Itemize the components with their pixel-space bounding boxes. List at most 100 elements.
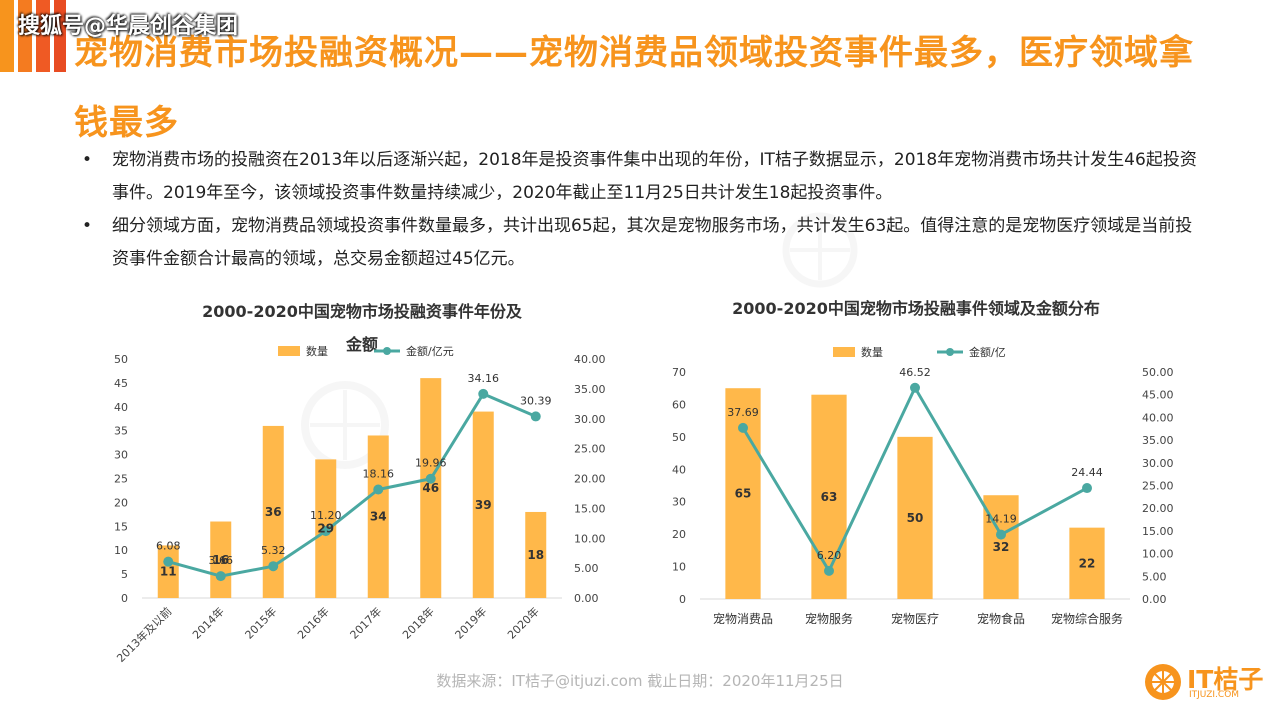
line-point	[824, 565, 834, 576]
line-point	[215, 571, 226, 582]
y-left-tick-label: 40	[114, 401, 128, 414]
accent-bar	[18, 0, 32, 72]
line-point	[738, 422, 748, 433]
bar	[897, 436, 933, 599]
y-left-tick-label: 40	[672, 463, 686, 476]
accent-bar	[36, 0, 50, 72]
bar	[811, 394, 847, 599]
y-right-tick-label: 0.00	[1142, 593, 1167, 606]
y-left-tick-label: 10	[672, 561, 686, 574]
bar-value-label: 29	[317, 522, 334, 536]
line-value-label: 14.19	[985, 513, 1017, 526]
x-tick-label: 宠物综合服务	[1051, 611, 1123, 626]
line-value-label: 5.32	[261, 544, 286, 557]
y-left-tick-label: 15	[114, 520, 128, 533]
y-right-tick-label: 5.00	[1142, 570, 1167, 583]
y-left-tick-label: 10	[114, 544, 128, 557]
watermark: 搜狐号@华晨创谷集团	[18, 14, 239, 39]
x-tick-label: 宠物医疗	[891, 611, 939, 626]
page-title: 宠物消费市场投融资概况——宠物消费品领域投资事件最多，医疗领域拿钱最多	[74, 33, 1194, 143]
legend-label: 金额/亿元	[406, 344, 454, 358]
line-point	[910, 382, 920, 393]
x-tick-label: 2016年	[294, 604, 331, 641]
y-left-tick-label: 5	[121, 568, 128, 581]
bar	[262, 425, 284, 598]
bar-value-label: 16	[212, 553, 229, 567]
y-left-tick-label: 70	[672, 366, 686, 379]
y-right-tick-label: 5.00	[574, 562, 599, 575]
x-tick-label: 宠物消费品	[713, 611, 773, 626]
chart-title: 2000-2020中国宠物市场投融事件领域及金额分布	[732, 299, 1100, 318]
brand-logo: IT桔子 ITJUZI.COM	[1143, 660, 1263, 704]
line-value-label: 6.08	[156, 540, 181, 553]
bar-value-label: 32	[993, 540, 1010, 554]
y-right-tick-label: 35.00	[1142, 434, 1174, 447]
bar	[525, 511, 547, 598]
watermark-logo-icon	[301, 381, 389, 469]
legend-marker	[946, 348, 954, 356]
bar-value-label: 34	[370, 510, 387, 524]
bar	[367, 435, 389, 598]
line-point	[320, 526, 331, 537]
line-point	[530, 411, 541, 422]
x-tick-label: 2018年	[399, 604, 436, 641]
y-left-tick-label: 0	[121, 592, 128, 605]
bullet-text: 细分领域方面，宠物消费品领域投资事件数量最多，共计出现65起，其次是宠物服务市场…	[112, 216, 1193, 269]
y-right-tick-label: 0.00	[574, 592, 599, 605]
bar-value-label: 65	[735, 487, 752, 501]
y-right-tick-label: 20.00	[574, 473, 606, 486]
bar-value-label: 11	[160, 565, 177, 579]
y-left-tick-label: 20	[114, 496, 128, 509]
line-value-label: 19.96	[415, 457, 447, 470]
bar-value-label: 36	[265, 505, 282, 519]
y-left-tick-label: 45	[114, 377, 128, 390]
logo-text: IT桔子	[1187, 665, 1264, 694]
accent-bar	[54, 0, 66, 72]
bar-value-label: 63	[821, 490, 838, 504]
accent-bars	[0, 0, 70, 72]
y-right-tick-label: 40.00	[574, 353, 606, 366]
y-right-tick-label: 15.00	[1142, 525, 1174, 538]
y-left-tick-label: 30	[114, 449, 128, 462]
bullet-list: • 宠物消费市场的投融资在2013年以后逐渐兴起，2018年是投资事件集中出现的…	[82, 144, 1202, 276]
y-left-tick-label: 35	[114, 425, 128, 438]
y-right-tick-label: 40.00	[1142, 411, 1174, 424]
bullet-symbol: •	[82, 150, 93, 170]
logo-subtext: ITJUZI.COM	[1189, 690, 1240, 700]
y-right-tick-label: 45.00	[1142, 389, 1174, 402]
line-value-label: 18.16	[363, 467, 395, 480]
data-source: 数据来源：IT桔子@itjuzi.com 截止日期：2020年11月25日	[436, 672, 844, 690]
line-point	[996, 529, 1006, 540]
y-right-tick-label: 25.00	[1142, 480, 1174, 493]
watermark-logo-icon	[782, 212, 858, 288]
orange-logo-icon	[1145, 664, 1181, 700]
x-tick-label: 宠物服务	[805, 611, 853, 626]
y-right-tick-label: 10.00	[1142, 548, 1174, 561]
line-value-label: 11.20	[310, 509, 342, 522]
bar	[420, 378, 442, 598]
y-left-tick-label: 30	[672, 496, 686, 509]
bar-value-label: 46	[422, 481, 439, 495]
x-tick-label: 2017年	[347, 604, 384, 641]
y-right-tick-label: 50.00	[1142, 366, 1174, 379]
y-right-tick-label: 30.00	[574, 413, 606, 426]
y-right-tick-label: 30.00	[1142, 457, 1174, 470]
bullet-item: • 宠物消费市场的投融资在2013年以后逐渐兴起，2018年是投资事件集中出现的…	[82, 144, 1202, 210]
y-left-tick-label: 20	[672, 528, 686, 541]
line-point	[163, 556, 174, 567]
y-right-tick-label: 10.00	[574, 532, 606, 545]
y-left-tick-label: 50	[114, 353, 128, 366]
line-value-label: 34.16	[468, 372, 500, 385]
legend-label: 数量	[861, 346, 883, 359]
legend-label: 数量	[306, 345, 328, 358]
bar-value-label: 50	[907, 511, 924, 525]
chart-title: 2000-2020中国宠物市场投融资事件年份及	[202, 302, 523, 321]
line-value-label: 46.52	[899, 366, 931, 379]
line-point	[478, 388, 489, 399]
y-right-tick-label: 15.00	[574, 502, 606, 515]
line-point	[425, 473, 436, 484]
bar	[1069, 527, 1105, 599]
bullet-symbol: •	[82, 216, 93, 236]
y-right-tick-label: 25.00	[574, 443, 606, 456]
